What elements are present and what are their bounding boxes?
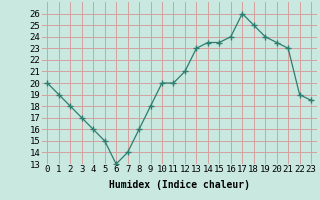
- X-axis label: Humidex (Indice chaleur): Humidex (Indice chaleur): [109, 180, 250, 190]
